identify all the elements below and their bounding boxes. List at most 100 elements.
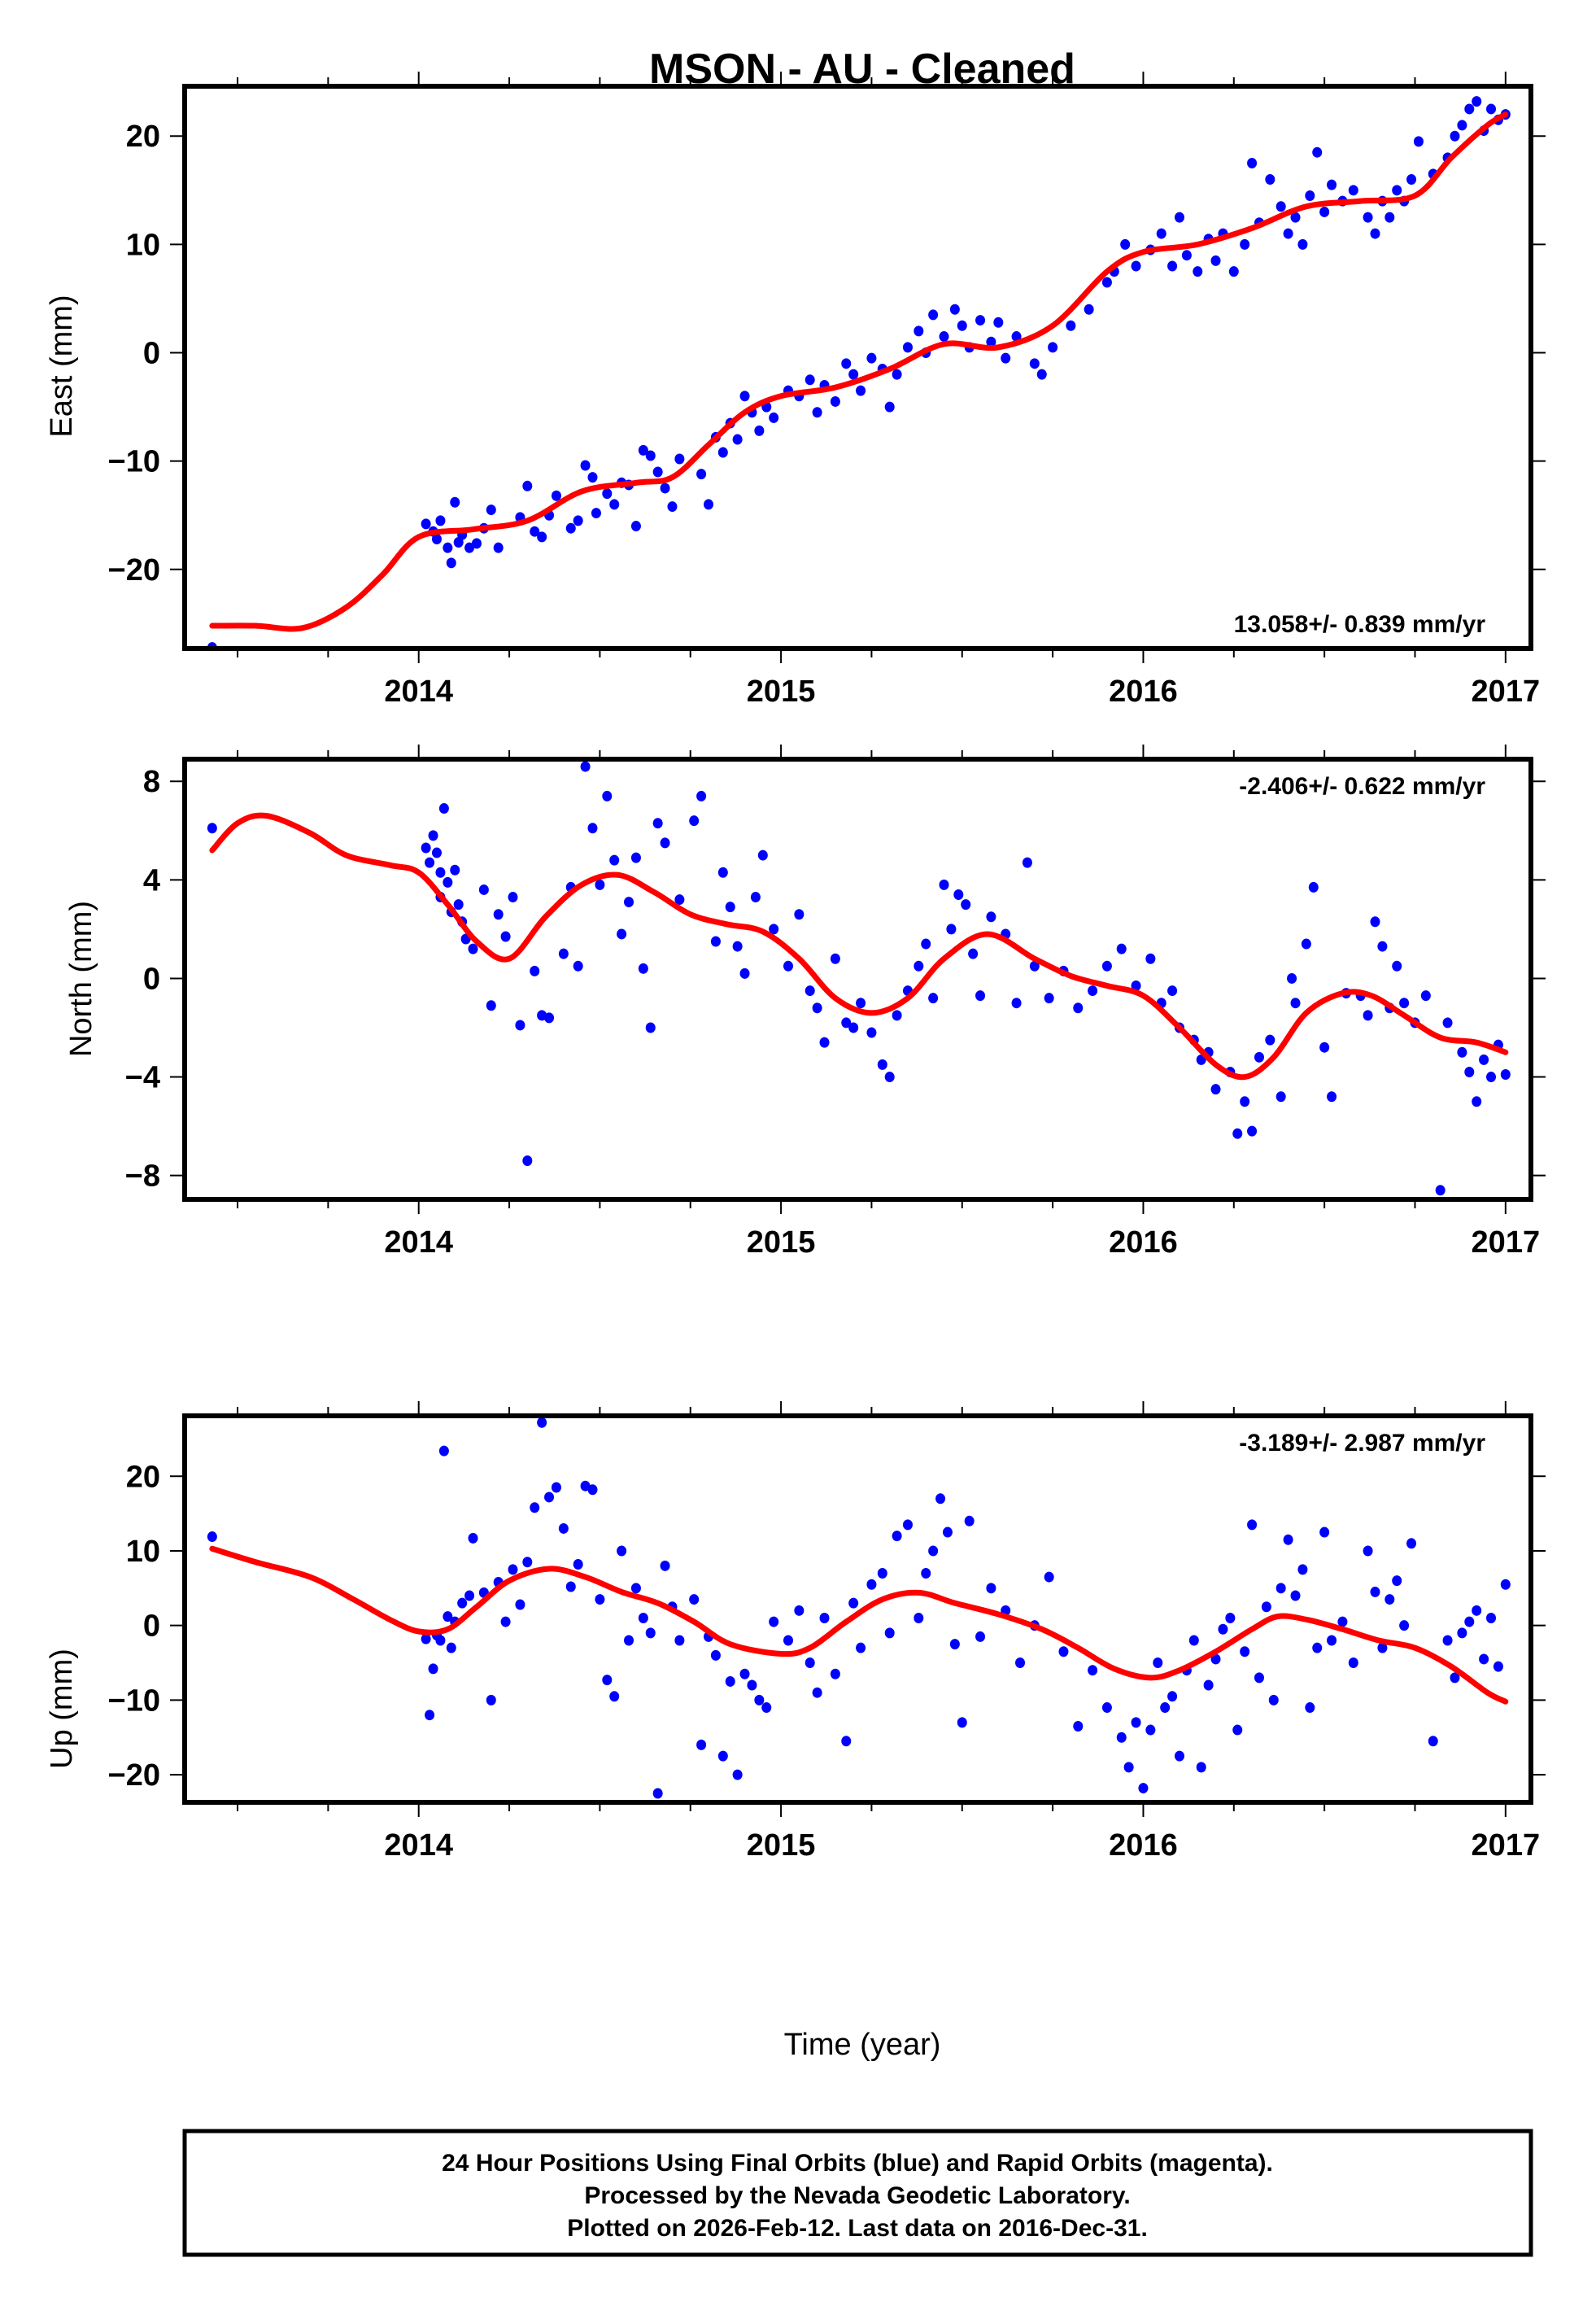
data-point bbox=[757, 849, 768, 861]
data-point bbox=[1308, 881, 1319, 893]
data-point bbox=[478, 884, 489, 895]
data-point bbox=[856, 1642, 866, 1653]
data-point bbox=[1370, 1586, 1380, 1597]
data-point bbox=[914, 1613, 924, 1624]
data-point bbox=[717, 447, 728, 458]
data-point bbox=[794, 1605, 805, 1616]
data-point bbox=[1001, 352, 1011, 364]
data-point bbox=[1337, 1616, 1348, 1627]
data-point bbox=[438, 1445, 449, 1457]
data-point bbox=[946, 924, 957, 935]
data-point bbox=[1500, 1069, 1511, 1081]
data-point bbox=[450, 496, 460, 508]
data-point bbox=[1261, 1601, 1271, 1613]
x-tick-label: 2016 bbox=[1109, 1225, 1178, 1260]
y-tick-label: −8 bbox=[125, 1160, 160, 1194]
data-point bbox=[783, 1635, 793, 1646]
data-point bbox=[486, 1694, 496, 1705]
y-tick-label: −4 bbox=[125, 1061, 160, 1095]
data-point bbox=[1015, 1657, 1026, 1669]
data-point bbox=[1283, 228, 1293, 239]
data-point bbox=[486, 1000, 496, 1011]
data-point bbox=[1464, 1066, 1475, 1077]
data-point bbox=[530, 965, 540, 976]
data-point bbox=[1327, 1091, 1337, 1103]
data-point bbox=[884, 1072, 895, 1083]
data-point bbox=[1377, 1642, 1388, 1653]
y-tick-label: −20 bbox=[108, 553, 160, 587]
data-point bbox=[935, 1493, 946, 1505]
data-point bbox=[1457, 1046, 1467, 1058]
east-points bbox=[207, 96, 1511, 649]
data-point bbox=[739, 391, 750, 402]
data-point bbox=[689, 1594, 700, 1605]
data-point bbox=[1232, 1128, 1243, 1139]
data-point bbox=[1464, 1616, 1475, 1627]
data-point bbox=[1116, 943, 1127, 954]
footer-line-3: Plotted on 2026-Feb-12. Last data on 201… bbox=[567, 2215, 1148, 2242]
data-point bbox=[968, 948, 979, 959]
x-tick-label: 2016 bbox=[1109, 675, 1178, 709]
data-point bbox=[638, 963, 648, 974]
north-panel: North (mm) 2014 2015 2016 2017 −8 −4 0 4 8 -2.406… bbox=[64, 745, 1546, 1260]
data-point bbox=[1493, 1661, 1503, 1672]
data-point bbox=[446, 557, 456, 569]
data-point bbox=[587, 823, 598, 834]
data-point bbox=[877, 1567, 887, 1579]
data-point bbox=[446, 1642, 456, 1653]
x-tick-label: 2017 bbox=[1472, 1828, 1541, 1863]
data-point bbox=[866, 1027, 877, 1038]
east-frame bbox=[182, 84, 1533, 651]
x-tick-label: 2015 bbox=[747, 1828, 816, 1863]
data-point bbox=[1174, 1750, 1184, 1762]
data-point bbox=[1036, 369, 1047, 380]
data-point bbox=[580, 460, 591, 471]
data-point bbox=[207, 823, 217, 834]
data-point bbox=[884, 401, 895, 413]
data-point bbox=[1240, 238, 1250, 250]
data-point bbox=[1193, 266, 1203, 277]
data-point bbox=[421, 842, 431, 854]
data-point bbox=[1167, 260, 1178, 272]
data-point bbox=[717, 867, 728, 878]
data-point bbox=[652, 1788, 663, 1799]
data-point bbox=[725, 1675, 735, 1687]
data-point bbox=[1442, 1017, 1453, 1029]
x-axis-label: Time (year) bbox=[784, 2028, 941, 2062]
up-panel: Up (mm) 2014 2015 2016 2017 −20 −10 0 10 20 -3.18… bbox=[45, 1401, 1546, 1863]
data-point bbox=[1088, 1665, 1098, 1676]
data-point bbox=[1290, 998, 1301, 1009]
data-point bbox=[710, 936, 721, 947]
data-point bbox=[1392, 960, 1402, 972]
data-point bbox=[739, 1668, 750, 1679]
data-point bbox=[431, 847, 442, 858]
data-point bbox=[696, 1739, 707, 1750]
east-panel: East (mm) 2014 2015 2016 2017 −20 −10 0 10 20 13.… bbox=[45, 72, 1546, 709]
data-point bbox=[1240, 1096, 1250, 1107]
data-point bbox=[551, 1482, 561, 1493]
north-y-axis-label: North (mm) bbox=[64, 901, 98, 1057]
data-point bbox=[652, 818, 663, 829]
data-point bbox=[1011, 331, 1022, 343]
data-point bbox=[515, 1020, 525, 1031]
data-point bbox=[1160, 1702, 1171, 1714]
data-point bbox=[805, 985, 815, 997]
data-point bbox=[522, 480, 533, 491]
data-point bbox=[884, 1627, 895, 1639]
data-point bbox=[587, 472, 598, 483]
data-point bbox=[1486, 1613, 1497, 1624]
data-point bbox=[1196, 1762, 1206, 1773]
y-tick-label: 4 bbox=[143, 863, 160, 898]
data-point bbox=[986, 1583, 996, 1594]
data-point bbox=[1048, 342, 1058, 353]
data-point bbox=[617, 928, 627, 940]
data-point bbox=[747, 1679, 757, 1691]
data-point bbox=[866, 1579, 877, 1590]
data-point bbox=[522, 1557, 533, 1568]
data-point bbox=[830, 395, 840, 407]
data-point bbox=[1500, 1579, 1511, 1590]
north-fit-line bbox=[209, 812, 1509, 1081]
data-point bbox=[443, 1611, 453, 1622]
data-point bbox=[1413, 136, 1424, 147]
